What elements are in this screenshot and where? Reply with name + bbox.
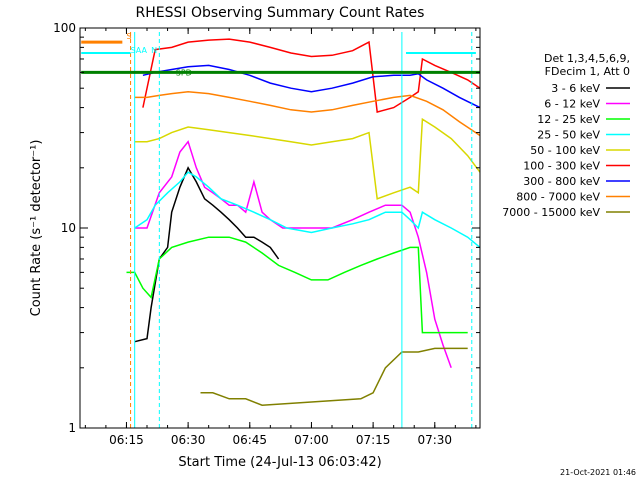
- legend-label-6: 300 - 800 keV: [523, 175, 600, 188]
- flag-label-0: S: [126, 32, 131, 41]
- x-tick-label-0: 06:15: [109, 433, 144, 447]
- legend-label-4: 50 - 100 keV: [530, 144, 600, 157]
- legend: Det 1,3,4,5,6,9,FDecim 1, Att 0 3 - 6 keV…: [502, 52, 630, 219]
- series-layer: [126, 38, 481, 406]
- legend-label-5: 100 - 300 keV: [523, 160, 600, 173]
- legend-label-8: 7000 - 15000 keV: [502, 206, 600, 219]
- x-tick-label-1: 06:30: [171, 433, 206, 447]
- y-tick-label-1: 10: [61, 221, 76, 235]
- footer-date: 21-Oct-2021 01:46: [560, 468, 636, 477]
- x-axis: 06:15 06:30 06:45 07:00 07:15 07:30: [84, 28, 477, 447]
- x-tick-label-4: 07:15: [356, 433, 391, 447]
- series-line-1: [134, 140, 452, 369]
- series-line-6: [142, 64, 481, 109]
- legend-header-1: FDecim 1, Att 0: [545, 65, 630, 78]
- legend-label-2: 12 - 25 keV: [537, 113, 600, 126]
- legend-label-1: 6 - 12 keV: [544, 98, 600, 111]
- flag-label-3: SPD: [176, 68, 192, 77]
- x-axis-label: Start Time (24-Jul-13 06:03:42): [178, 455, 381, 470]
- y-tick-label-2: 100: [53, 21, 76, 35]
- legend-header-0: Det 1,3,4,5,6,9,: [544, 52, 630, 65]
- y-tick-label-0: 1: [68, 421, 76, 435]
- x-tick-label-2: 06:45: [232, 433, 267, 447]
- legend-label-3: 25 - 50 keV: [537, 129, 600, 142]
- legend-label-0: 3 - 6 keV: [551, 82, 600, 95]
- series-line-5: [142, 38, 481, 113]
- series-line-4: [134, 117, 481, 200]
- chart-title: RHESSI Observing Summary Count Rates: [136, 5, 425, 21]
- series-line-3: [134, 171, 481, 248]
- flag-label-2: N: [151, 46, 157, 55]
- series-line-2: [126, 236, 468, 334]
- y-axis-label: Count Rate (s⁻¹ detector⁻¹): [29, 140, 44, 317]
- flag-label-1: SAA: [131, 46, 148, 55]
- x-tick-label-3: 07:00: [294, 433, 329, 447]
- legend-label-7: 800 - 7000 keV: [516, 191, 600, 204]
- series-line-8: [200, 347, 468, 406]
- y-axis: 1 10 100: [53, 21, 480, 435]
- series-line-7: [134, 91, 481, 137]
- x-tick-label-5: 07:30: [417, 433, 452, 447]
